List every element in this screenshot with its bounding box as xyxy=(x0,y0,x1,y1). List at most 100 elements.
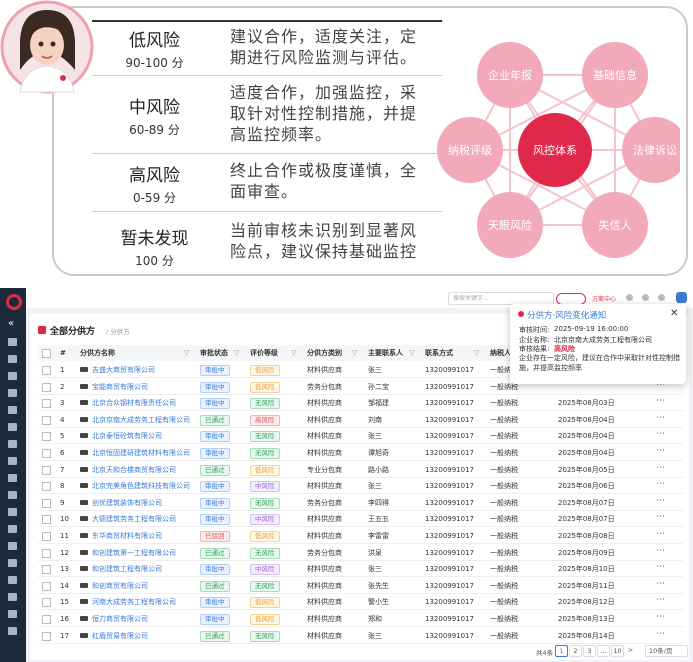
node-label: 失信人 xyxy=(599,219,632,232)
more-actions[interactable]: ⋯ xyxy=(656,595,665,606)
filter-icon[interactable]: ▽ xyxy=(234,349,240,357)
icon[interactable] xyxy=(626,294,633,301)
supplier-name[interactable]: 北京恒固建研建筑材料有限公司 xyxy=(92,449,190,457)
nav-icon[interactable] xyxy=(8,440,17,448)
checkbox[interactable] xyxy=(42,581,51,591)
checkbox[interactable] xyxy=(42,615,51,624)
more-actions[interactable]: ⋯ xyxy=(656,462,665,473)
supplier-name[interactable]: 吉盛大商贸有限公司 xyxy=(92,366,155,374)
more-actions[interactable]: ⋯ xyxy=(656,446,665,456)
close-button[interactable]: ✕ xyxy=(670,308,679,319)
more-actions[interactable]: ⋯ xyxy=(656,545,665,556)
more-actions[interactable]: ⋯ xyxy=(656,529,665,539)
date: 2025年08月03日 xyxy=(558,399,615,408)
filter-icon[interactable]: ▽ xyxy=(291,349,297,357)
supplier-name[interactable]: 和创建筑工程有限公司 xyxy=(92,565,162,574)
date: 2025年08月09日 xyxy=(558,548,615,557)
checkbox[interactable] xyxy=(42,449,51,458)
category: 材料供应商 xyxy=(307,581,342,590)
user-avatar[interactable] xyxy=(676,292,687,303)
supplier-name[interactable]: 创优建筑装饰有限公司 xyxy=(92,498,162,507)
supplier-name[interactable]: 北京合众钢材有限责任公司 xyxy=(92,399,176,408)
checkbox[interactable] xyxy=(42,548,51,558)
nav-icon[interactable] xyxy=(8,610,17,618)
checkbox[interactable] xyxy=(42,465,51,475)
more-actions[interactable]: ⋯ xyxy=(656,495,665,506)
icon[interactable] xyxy=(642,294,649,301)
supplier-name[interactable]: 和创商贸有限公司 xyxy=(92,581,148,590)
checkbox[interactable] xyxy=(42,366,51,375)
nav-icon[interactable] xyxy=(8,508,17,516)
checkbox[interactable] xyxy=(42,598,51,608)
supplier-name[interactable]: 大德建筑劳务工程有限公司 xyxy=(92,515,176,524)
nav-icon[interactable] xyxy=(8,355,17,363)
filter-icon[interactable]: ▽ xyxy=(184,349,190,357)
supplier-name[interactable]: 北京京南大成劳务工程有限公司 xyxy=(92,415,190,424)
taxpayer: 一般纳税 xyxy=(490,449,518,457)
supplier-name[interactable]: 北京天和合楼商贸有限公司 xyxy=(92,465,176,474)
page-button[interactable]: ... xyxy=(597,645,610,657)
checkbox[interactable] xyxy=(42,349,51,358)
next-button[interactable]: > xyxy=(627,646,634,654)
nav-icon[interactable] xyxy=(8,457,17,465)
supplier-name[interactable]: 河南大成劳务工程有限公司 xyxy=(92,598,176,607)
column-header: 评价等级 xyxy=(250,349,278,357)
more-actions[interactable]: ⋯ xyxy=(656,412,665,423)
checkbox[interactable] xyxy=(42,565,51,575)
checkbox[interactable] xyxy=(42,432,51,442)
nav-icon[interactable] xyxy=(8,491,17,499)
more-actions[interactable]: ⋯ xyxy=(656,578,665,589)
nav-icon[interactable] xyxy=(8,525,17,533)
checkbox[interactable] xyxy=(42,399,51,409)
more-actions[interactable]: ⋯ xyxy=(656,396,665,407)
checkbox[interactable] xyxy=(42,631,51,641)
taxpayer: 一般纳税 xyxy=(490,482,518,491)
supplier-name[interactable]: 红盾贸易有限公司 xyxy=(92,631,148,640)
collapse-icon[interactable]: « xyxy=(8,318,15,329)
solution-center[interactable]: 方案中心 xyxy=(592,296,617,303)
more-actions[interactable]: ⋯ xyxy=(656,628,665,639)
page-button[interactable]: 10 xyxy=(611,645,624,657)
status-badge: 审批中 xyxy=(200,398,230,410)
supplier-name[interactable]: 恒力商贸有限公司 xyxy=(92,615,148,623)
nav-icon[interactable] xyxy=(8,423,17,431)
nav-icon[interactable] xyxy=(8,559,17,567)
filter-icon[interactable]: ▽ xyxy=(474,349,480,357)
nav-icon[interactable] xyxy=(8,338,17,346)
page-button[interactable]: 1 xyxy=(555,645,568,657)
nav-icon[interactable] xyxy=(8,389,17,397)
more-actions[interactable]: ⋯ xyxy=(656,562,665,573)
nav-icon[interactable] xyxy=(8,576,17,584)
filter-icon[interactable]: ▽ xyxy=(352,349,358,357)
more-actions[interactable]: ⋯ xyxy=(656,612,665,622)
supplier-name[interactable]: 东华商贸材料有限公司 xyxy=(92,532,162,540)
supplier-name[interactable]: 和创建筑第一工程有限公司 xyxy=(92,548,176,557)
more-actions[interactable]: ⋯ xyxy=(656,379,665,390)
checkbox[interactable] xyxy=(42,515,51,525)
more-actions[interactable]: ⋯ xyxy=(656,512,665,523)
search-box[interactable]: 搜索关键字... xyxy=(448,292,554,305)
more-actions[interactable]: ⋯ xyxy=(656,479,665,490)
nav-icon[interactable] xyxy=(8,372,17,380)
more-actions[interactable]: ⋯ xyxy=(656,429,665,440)
page-size[interactable]: 10条/页 xyxy=(645,645,688,657)
nav-icon[interactable] xyxy=(8,474,17,482)
nav-icon[interactable] xyxy=(8,542,17,550)
checkbox[interactable] xyxy=(42,532,51,541)
filter-icon[interactable]: ▽ xyxy=(409,349,415,357)
page-button[interactable]: 3 xyxy=(583,645,596,657)
nav-icon[interactable] xyxy=(8,593,17,601)
nav-icon[interactable] xyxy=(8,406,17,414)
icon[interactable] xyxy=(658,294,665,301)
checkbox[interactable] xyxy=(42,482,51,492)
supplier-name[interactable]: 北京完美角色建筑科技有限公司 xyxy=(92,482,190,491)
supplier-name[interactable]: 宝能商贸有限公司 xyxy=(92,382,148,391)
phone: 13200991017 xyxy=(425,631,474,640)
supplier-name[interactable]: 北京泰恒砼筑有限公司 xyxy=(92,432,162,441)
checkbox[interactable] xyxy=(42,415,51,425)
nav-icon[interactable] xyxy=(8,627,17,635)
checkbox[interactable] xyxy=(42,498,51,508)
page-button[interactable]: 2 xyxy=(569,645,582,657)
checkbox[interactable] xyxy=(42,382,51,392)
level-cell: 低风险 90-100 分 xyxy=(92,22,217,75)
